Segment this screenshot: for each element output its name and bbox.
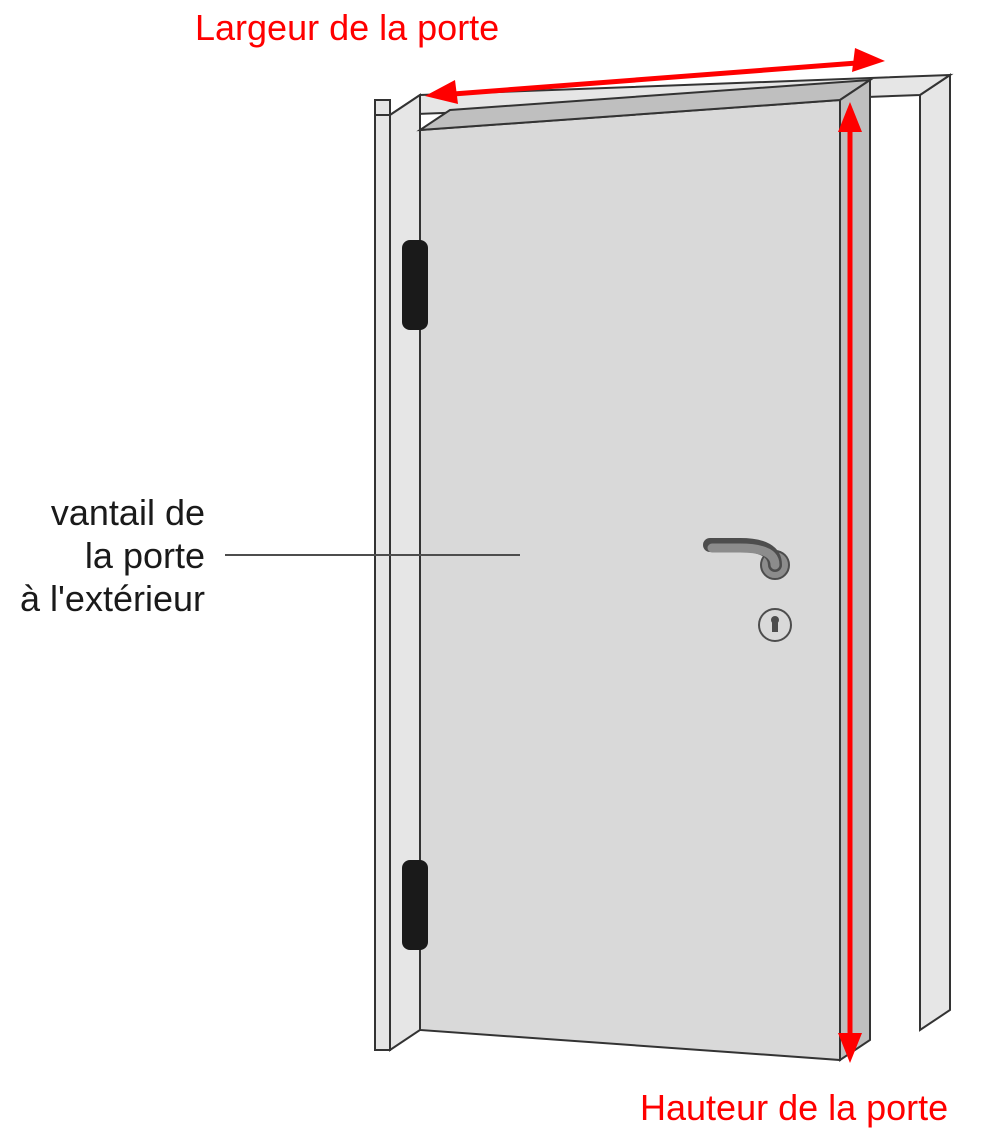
height-label: Hauteur de la porte (640, 1087, 948, 1128)
door-leaf (420, 80, 870, 1060)
leaf-label-line2: la porte (85, 535, 205, 576)
leaf-label-line1: vantail de (51, 492, 205, 533)
leaf-label-line3: à l'extérieur (20, 578, 205, 619)
door-diagram: Largeur de la porte Hauteur de la porte … (0, 0, 990, 1134)
width-label: Largeur de la porte (195, 7, 499, 48)
